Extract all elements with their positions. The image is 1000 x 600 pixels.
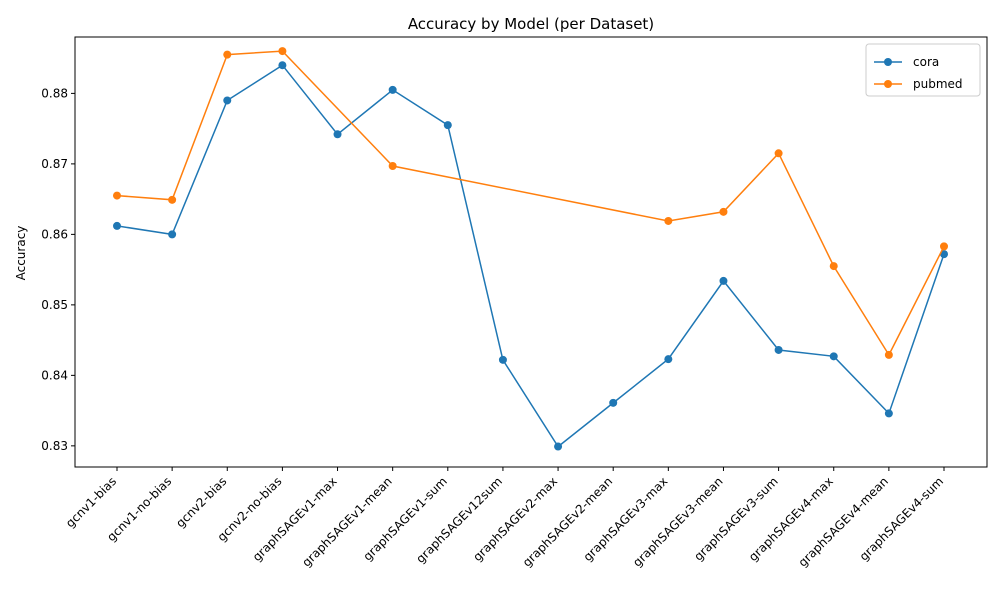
legend-label-pubmed: pubmed [913, 77, 963, 91]
y-tick-label: 0.86 [41, 227, 68, 241]
data-point-pubmed [719, 207, 728, 216]
x-tick-label: graphSAGEv1-mean [299, 474, 394, 569]
data-point-cora [388, 85, 397, 94]
x-tick-label: graphSAGEv4-mean [796, 474, 891, 569]
data-point-pubmed [940, 242, 948, 251]
data-point-pubmed [774, 149, 783, 158]
legend-box [865, 43, 981, 97]
data-point-pubmed [223, 50, 232, 59]
plot-area: 0.830.840.850.860.870.88gcnv1-biasgcnv1-… [41, 36, 988, 570]
legend: cora pubmed [865, 43, 981, 97]
legend-marker-pubmed [884, 80, 892, 88]
axes-frame [74, 36, 988, 468]
data-point-pubmed [664, 216, 673, 225]
data-point-cora [333, 130, 342, 139]
legend-label-cora: cora [913, 55, 939, 69]
data-point-cora [554, 442, 563, 451]
y-tick-label: 0.88 [41, 86, 68, 100]
data-point-pubmed [278, 47, 287, 56]
y-tick-label: 0.87 [41, 157, 68, 171]
data-point-cora [719, 276, 728, 285]
data-point-cora [940, 250, 948, 259]
y-tick-label: 0.83 [41, 439, 68, 453]
data-point-cora [829, 352, 838, 361]
y-tick-label: 0.84 [41, 368, 68, 382]
data-point-cora [113, 221, 121, 230]
data-point-cora [664, 355, 673, 364]
data-point-cora [278, 61, 287, 70]
data-point-pubmed [168, 195, 177, 204]
legend-marker-cora [884, 58, 892, 66]
data-point-pubmed [884, 350, 893, 359]
x-tick-label: graphSAGEv2-mean [520, 474, 615, 569]
data-point-cora [609, 398, 618, 407]
data-point-cora [223, 96, 232, 105]
data-point-pubmed [113, 191, 121, 200]
data-point-cora [774, 345, 783, 354]
y-axis-label: Accuracy [14, 226, 28, 281]
x-tick-label: gcnv2-bias [173, 474, 229, 530]
x-tick-label: gcnv1-bias [63, 474, 119, 530]
data-point-cora [443, 121, 452, 130]
x-tick-label: graphSAGEv3-mean [630, 474, 725, 569]
chart-title: Accuracy by Model (per Dataset) [408, 15, 654, 33]
data-point-cora [498, 355, 507, 364]
data-point-pubmed [388, 162, 397, 170]
series-line-cora [116, 64, 945, 448]
series-line-pubmed [116, 50, 945, 357]
y-tick-label: 0.85 [41, 298, 68, 312]
data-point-pubmed [829, 262, 838, 271]
data-point-cora [168, 230, 177, 239]
data-point-cora [884, 409, 893, 418]
